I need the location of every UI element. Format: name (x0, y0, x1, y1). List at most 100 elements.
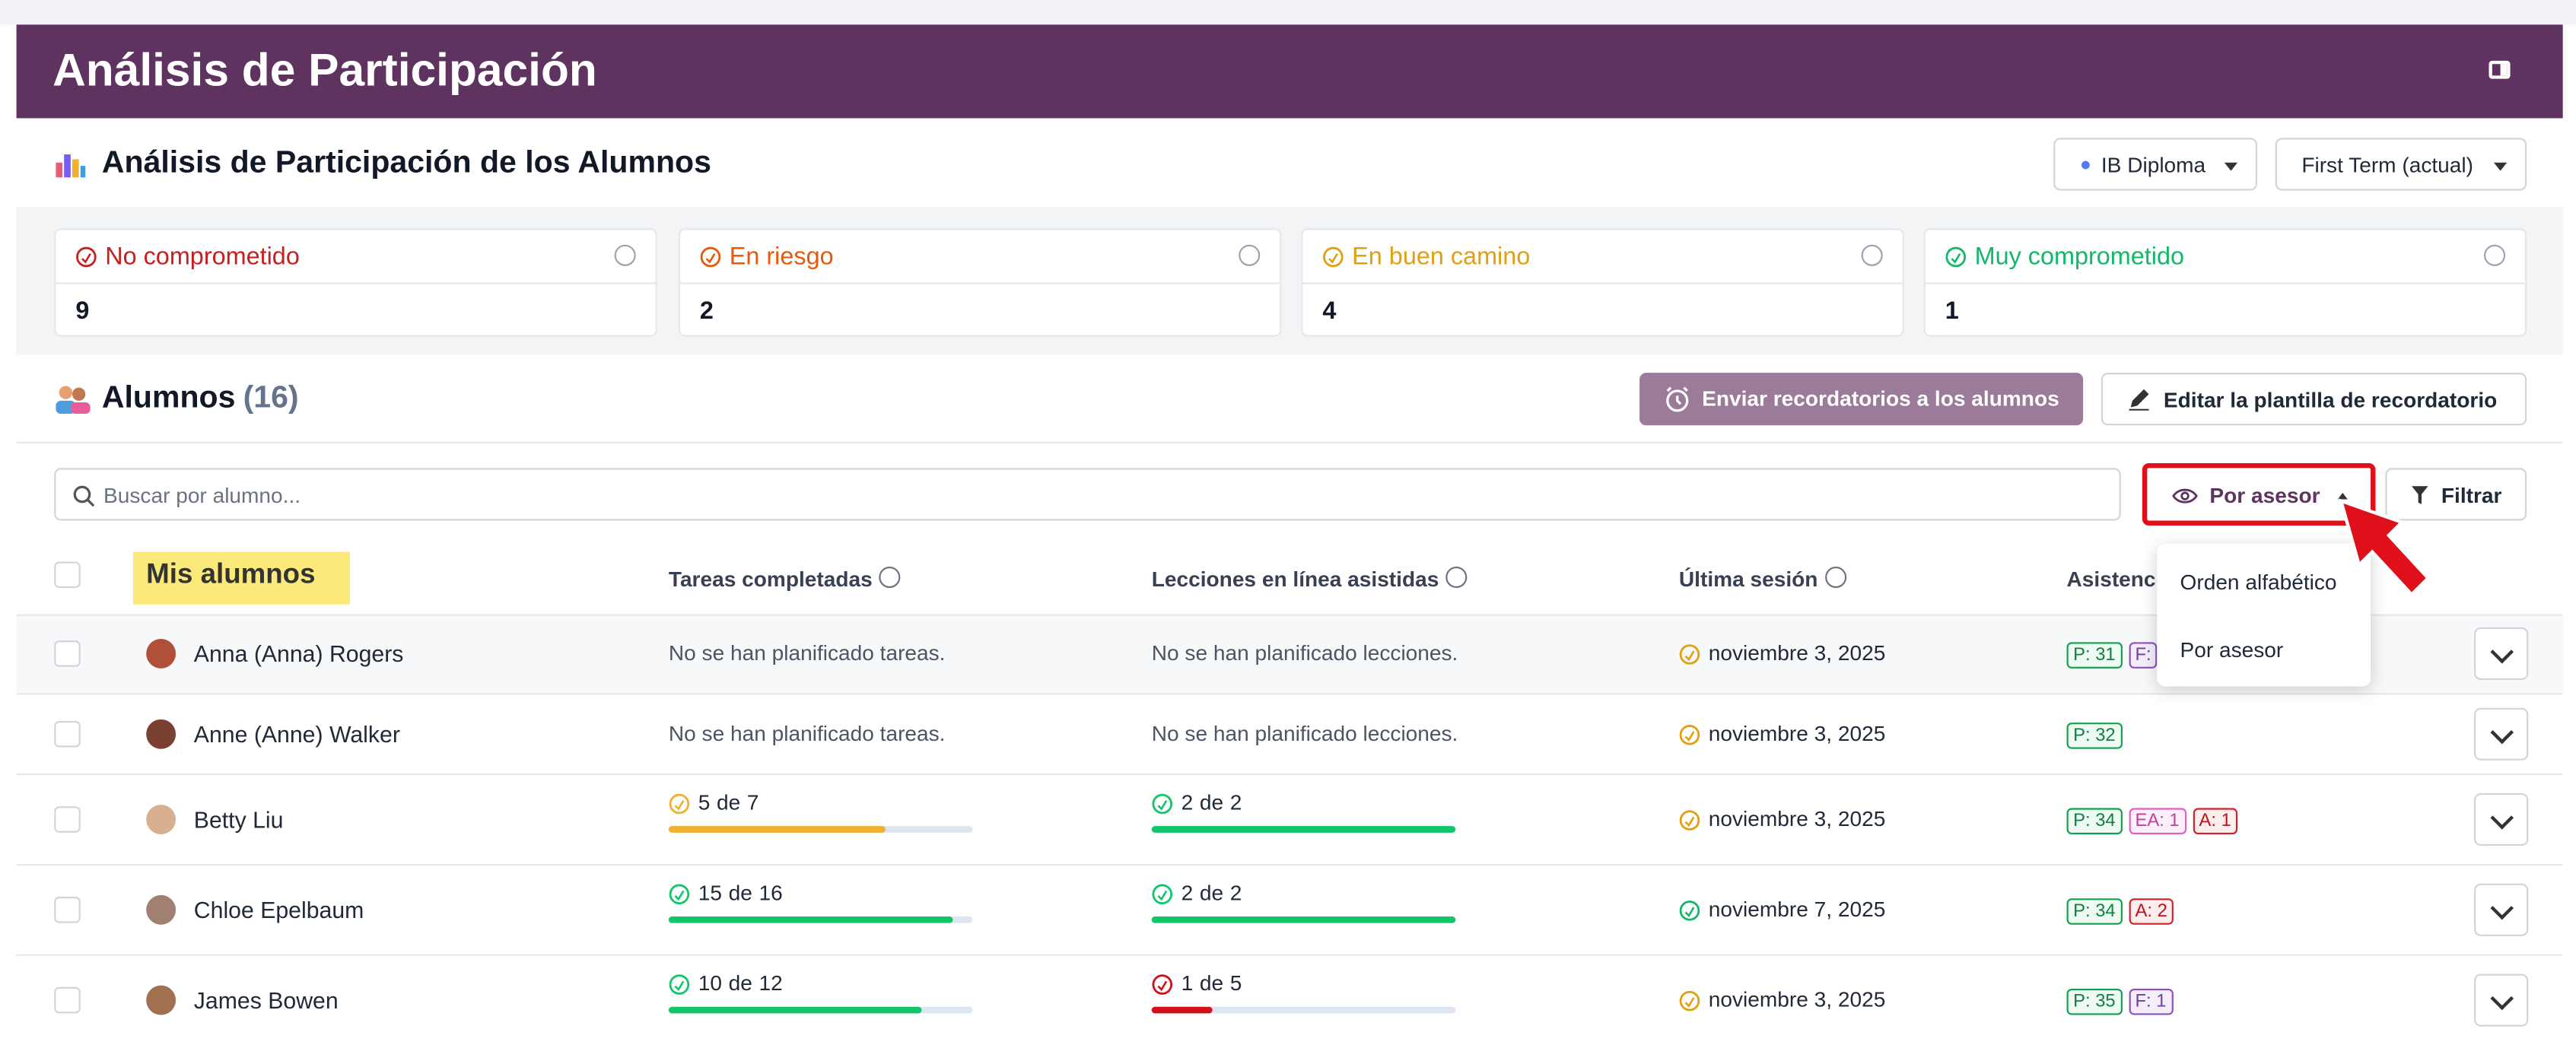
edit-template-button[interactable]: Editar la plantilla de recordatorio (2101, 373, 2527, 426)
lessons-text: No se han planificado lecciones. (1151, 640, 1458, 665)
chevron (2490, 640, 2514, 664)
attendance-badge: EA: 1 (2128, 807, 2186, 834)
section-title: Análisis de Participación de los Alumnos (101, 146, 711, 181)
expand-button[interactable] (2474, 882, 2529, 935)
filter-button[interactable]: Filtrar (2385, 468, 2527, 521)
total: 7 (746, 789, 759, 814)
header-text: Lecciones en línea asistidas (1151, 566, 1439, 592)
attendance-badge: P: 34 (2066, 897, 2123, 924)
last-session: noviembre 3, 2025 (1708, 719, 1886, 745)
chevron (2490, 895, 2514, 920)
program-select[interactable]: IB Diploma (2053, 138, 2258, 191)
tasks-progress-text: 5 de 7 (698, 789, 759, 814)
done: 2 (1181, 879, 1194, 904)
done: 5 (698, 789, 711, 814)
header-bar (16, 24, 2563, 119)
total: 16 (758, 879, 783, 904)
status-icon (669, 792, 690, 814)
done: 1 (1181, 970, 1194, 995)
students-title: Alumnos (101, 380, 236, 416)
row-checkbox[interactable] (54, 719, 81, 747)
expand-button[interactable] (2474, 973, 2529, 1026)
students-count: (16) (243, 380, 299, 416)
progress-bar (668, 825, 886, 832)
progress-track (1151, 825, 1456, 832)
chart-icon (56, 154, 86, 178)
send-label: Enviar recordatorios a los alumnos (1702, 386, 2059, 411)
done: 2 (1181, 789, 1194, 814)
status-icon (1152, 792, 1173, 814)
info-icon (2484, 244, 2506, 266)
status-icon (669, 974, 690, 994)
select-all-checkbox[interactable] (54, 561, 81, 589)
send-reminders-button[interactable]: Enviar recordatorios a los alumnos (1639, 373, 2084, 426)
header-text: Asistencia (2066, 566, 2174, 592)
tasks-text: No se han planificado tareas. (668, 640, 946, 665)
column-header: Lecciones en línea asistidas (1151, 566, 1468, 592)
search-icon (73, 485, 95, 507)
progress-bar (1151, 1005, 1213, 1013)
menu-item[interactable]: Por asesor (2180, 637, 2284, 662)
sidebar-toggle[interactable] (2489, 60, 2511, 79)
status-card: No comprometido 9 (54, 228, 657, 337)
highlight (132, 551, 350, 605)
expand-button[interactable] (2474, 792, 2529, 846)
search-input[interactable]: Buscar por alumno... (54, 468, 2121, 521)
status-card: Muy comprometido 1 (1923, 228, 2527, 337)
card-count: 1 (1945, 297, 1959, 326)
status-icon (1679, 989, 1700, 1011)
status-icon (669, 883, 690, 904)
row-checkbox[interactable] (54, 986, 81, 1013)
progress-bar (668, 1005, 922, 1013)
sort-menu: Orden alfabético Por asesor (2157, 543, 2371, 687)
attendance-badge: P: 32 (2066, 722, 2123, 748)
divider (679, 282, 1280, 284)
lessons-progress-text: 1 de 5 (1181, 970, 1242, 994)
row-checkbox[interactable] (54, 640, 81, 667)
attendance-badge: F: 1 (2128, 987, 2174, 1015)
of-word: de (717, 789, 741, 814)
avatar (146, 894, 177, 924)
menu-item[interactable]: Orden alfabético (2180, 570, 2337, 595)
divider (16, 441, 2563, 444)
header-text: Tareas completadas (668, 566, 873, 592)
expand-button[interactable] (2474, 707, 2529, 760)
card-label: En buen camino (1352, 243, 1531, 272)
total: 5 (1229, 970, 1242, 995)
status-card: En riesgo 2 (678, 228, 1282, 337)
group-label: Mis alumnos (146, 558, 316, 590)
sort-button[interactable]: Por asesor (2142, 462, 2376, 526)
info-icon (1239, 244, 1261, 266)
avatar (146, 718, 177, 748)
done: 15 (698, 879, 722, 904)
status-icon (1152, 883, 1173, 904)
info-icon (1445, 566, 1468, 589)
chevron (2490, 805, 2514, 829)
eye-icon (2172, 488, 2198, 503)
attendance-badge: P: 34 (2066, 807, 2123, 834)
last-session: noviembre 3, 2025 (1708, 986, 1886, 1012)
filter-icon (2411, 486, 2428, 504)
sort-label: Por asesor (2209, 482, 2320, 508)
lessons-progress-text: 2 de 2 (1181, 789, 1242, 814)
card-count: 4 (1322, 297, 1337, 326)
term-select[interactable]: First Term (actual) (2275, 138, 2527, 191)
attendance-badge: P: 35 (2066, 987, 2123, 1015)
of-word: de (728, 879, 752, 904)
info-icon (879, 566, 901, 589)
column-header: Última sesión (1679, 566, 1846, 591)
badges: P: 34 A: 2 (2066, 894, 2181, 924)
attendance-badge: A: 1 (2192, 807, 2238, 834)
row-checkbox[interactable] (54, 895, 81, 923)
attendance-badge: A: 2 (2128, 897, 2174, 924)
tasks-progress-text: 10 de 12 (698, 970, 783, 994)
row-checkbox[interactable] (54, 805, 81, 832)
pointer-arrow (2338, 498, 2431, 597)
table-row (16, 863, 2563, 956)
info-icon (1824, 566, 1846, 589)
expand-button[interactable] (2474, 627, 2529, 680)
of-word: de (1199, 970, 1224, 995)
status-icon (1152, 974, 1173, 994)
total: 12 (758, 970, 783, 995)
